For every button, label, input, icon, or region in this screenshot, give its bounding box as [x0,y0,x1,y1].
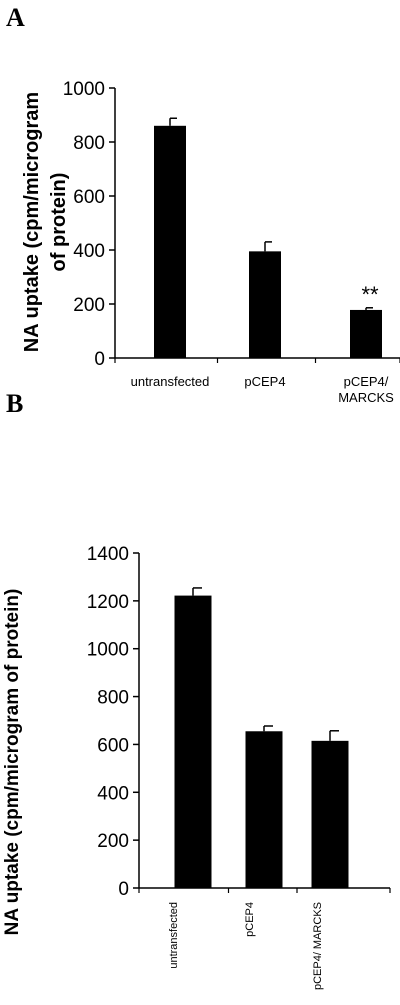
y-tick-label: 1000 [87,640,129,661]
bar-2 [311,740,349,888]
y-tick-label: 600 [73,187,105,208]
significance-annotation: ** [361,282,379,307]
x-category-label: pCEP4 [244,902,256,937]
x-category-label-line: pCEP4 [244,374,285,389]
x-category-label-line: untransfected [131,374,210,389]
x-category-label: untransfected [131,374,210,389]
y-tick-label: 400 [73,241,105,262]
x-category-label-line: MARCKS [338,390,394,405]
y-axis-label-line: NA uptake (cpm/microgram of protein) [2,589,23,936]
y-tick-label: 1200 [87,592,129,613]
y-tick-label: 1400 [87,544,129,565]
x-category-label: pCEP4/MARCKS [338,374,394,405]
x-category-label: pCEP4/ MARCKS [312,902,324,990]
y-axis-label-line: of protein) [48,173,70,272]
y-tick-label: 0 [94,349,105,370]
bar-0 [174,595,212,888]
chart-panel-a: A 0 200 400 600 800 1000 ** untransfected pCEP4 pC… [6,3,400,405]
panel-label: B [6,389,23,418]
bar-2 [350,309,382,358]
y-tick-label: 0 [118,879,129,900]
y-axis-label: NA uptake (cpm/microgram of protein) [21,92,70,352]
x-category-label: pCEP4 [244,374,285,389]
bar-1 [249,251,281,358]
y-axis-label: NA uptake (cpm/microgram of protein) [2,589,23,936]
y-tick-label: 600 [97,735,129,756]
panel-label: A [6,3,25,32]
y-tick-label: 200 [73,295,105,316]
y-axis-label-line: NA uptake (cpm/microgram [21,92,43,352]
y-tick-label: 200 [97,831,129,852]
y-tick-label: 800 [97,688,129,709]
x-category-label: untransfected [168,902,180,969]
y-tick-label: 1000 [63,79,105,100]
chart-panel-b: B 0 200 400 600 800 1000 1200 1400 untransfected p… [2,389,391,990]
bar-0 [154,125,186,358]
x-category-label-line: pCEP4/ [344,374,389,389]
y-tick-label: 800 [73,133,105,154]
y-tick-label: 400 [97,783,129,804]
bar-1 [245,731,283,888]
